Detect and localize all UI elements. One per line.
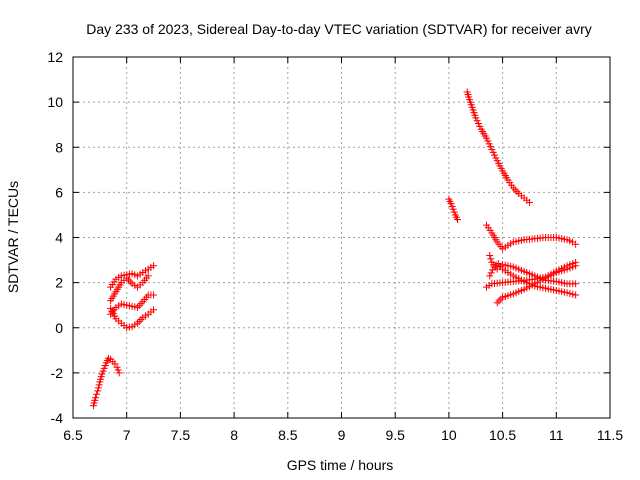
y-axis-label: SDTVAR / TECUs xyxy=(5,181,21,293)
x-tick-label: 10 xyxy=(441,427,457,443)
data-point xyxy=(92,394,100,402)
x-tick-label: 11.5 xyxy=(597,427,623,443)
data-point xyxy=(94,387,102,395)
data-point xyxy=(93,390,101,398)
y-tick-label: 12 xyxy=(47,49,63,65)
data-point xyxy=(566,290,574,298)
y-axis-ticks: -4 -2 0 2 4 6 8 10 12 xyxy=(47,49,610,426)
y-tick-label: 8 xyxy=(55,139,63,155)
data-point xyxy=(487,255,495,263)
data-point xyxy=(486,252,494,260)
data-points xyxy=(89,88,580,410)
data-point xyxy=(563,289,571,297)
data-point xyxy=(487,269,495,277)
data-point xyxy=(489,266,497,274)
data-point xyxy=(525,199,533,207)
chart-title: Day 233 of 2023, Sidereal Day-to-day VTE… xyxy=(86,21,592,37)
data-point xyxy=(572,240,580,248)
x-tick-label: 11 xyxy=(549,427,564,443)
x-tick-label: 9.5 xyxy=(385,427,405,443)
data-point xyxy=(150,291,158,299)
y-tick-label: 6 xyxy=(55,184,63,200)
y-tick-label: 10 xyxy=(47,94,63,110)
y-tick-label: -2 xyxy=(51,365,64,381)
x-tick-label: 8.5 xyxy=(278,427,298,443)
y-tick-label: 4 xyxy=(55,230,63,246)
y-tick-label: 0 xyxy=(55,320,63,336)
data-point xyxy=(150,306,158,314)
x-tick-label: 9 xyxy=(338,427,346,443)
y-tick-label: -4 xyxy=(51,410,64,426)
data-point xyxy=(144,272,152,280)
x-tick-label: 7.5 xyxy=(171,427,191,443)
x-tick-label: 6.5 xyxy=(63,427,83,443)
data-point xyxy=(95,381,103,389)
data-point xyxy=(94,384,102,392)
data-point xyxy=(572,262,580,270)
data-point xyxy=(115,369,123,377)
data-point xyxy=(572,291,580,299)
y-tick-label: 2 xyxy=(55,275,63,291)
x-tick-label: 8 xyxy=(230,427,238,443)
data-point xyxy=(569,290,577,298)
data-point xyxy=(486,272,494,280)
x-axis-ticks: 6.5 7 7.5 8 8.5 9 9.5 10 10.5 11 11.5 xyxy=(63,57,623,443)
data-point xyxy=(569,263,577,271)
data-point xyxy=(563,265,571,273)
data-point xyxy=(566,264,574,272)
data-point xyxy=(150,262,158,270)
x-tick-label: 7 xyxy=(123,427,131,443)
data-point xyxy=(572,280,580,288)
data-point xyxy=(453,215,461,223)
x-axis-label: GPS time / hours xyxy=(287,457,394,473)
x-tick-label: 10.5 xyxy=(489,427,516,443)
